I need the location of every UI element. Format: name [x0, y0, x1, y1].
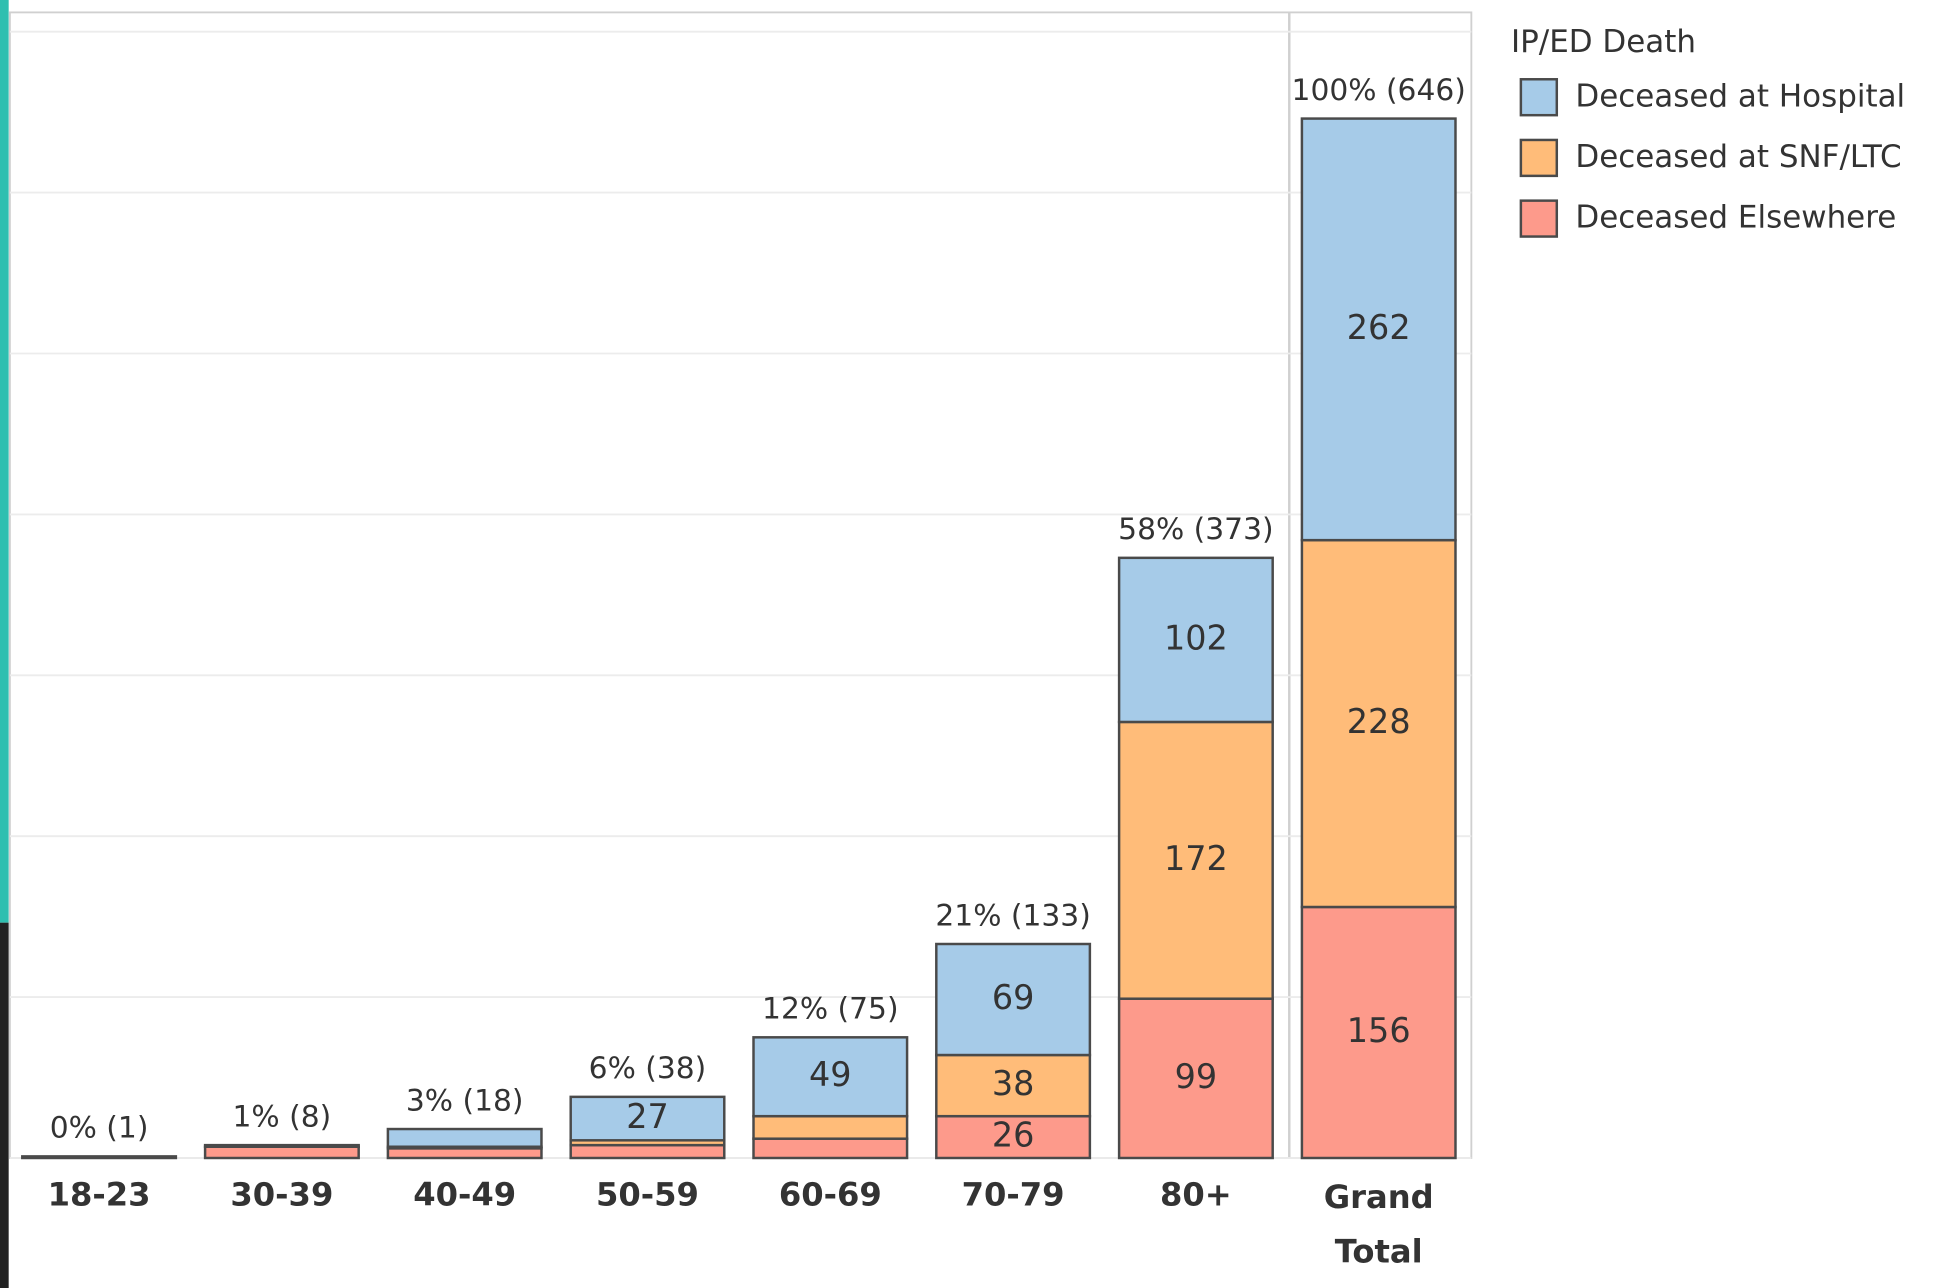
data-label: 262: [1347, 308, 1411, 347]
legend-swatch: [1519, 138, 1559, 178]
bar-segment: [752, 1036, 909, 1118]
x-tick-label: 30-39: [230, 1175, 333, 1213]
x-tick-label: 70-79: [962, 1175, 1065, 1213]
bar-segment: [752, 1114, 909, 1140]
bar-segment: [1117, 556, 1274, 724]
x-tick-label: 18-23: [48, 1175, 151, 1213]
x-tick-label: 80+: [1160, 1175, 1232, 1213]
data-label: 26: [992, 1116, 1035, 1155]
x-tick-label: 40-49: [413, 1175, 516, 1213]
x-tick-label: Grand Total: [1324, 1178, 1434, 1270]
legend-label: Deceased Elsewhere: [1575, 200, 1896, 236]
legend-swatch: [1519, 78, 1559, 117]
x-tick-label: 50-59: [596, 1175, 699, 1213]
legend-swatch: [1519, 199, 1559, 238]
x-tick-label: 60-69: [779, 1175, 882, 1213]
data-label: 49: [809, 1055, 852, 1094]
data-label: 27: [626, 1097, 669, 1136]
bar-segment: [569, 1143, 726, 1160]
bar-segment: [1300, 538, 1457, 909]
bar-segment: [1300, 905, 1457, 1160]
data-label: 172: [1164, 839, 1228, 878]
total-label: 3% (18): [406, 1083, 524, 1118]
total-label: 1% (8): [233, 1099, 332, 1134]
data-label: 102: [1164, 618, 1228, 657]
bar-segment: [386, 1127, 543, 1148]
data-label: 228: [1347, 702, 1411, 741]
bar-segment: [386, 1147, 543, 1160]
legend-label: Deceased at SNF/LTC: [1575, 139, 1901, 175]
total-label: 58% (373): [1118, 512, 1273, 547]
data-label: 69: [992, 978, 1035, 1017]
left-accent: [0, 0, 9, 923]
bar-segment: [1117, 997, 1274, 1160]
total-label: 21% (133): [935, 898, 1090, 933]
bar-segment: [935, 942, 1092, 1057]
legend-label: Deceased at Hospital: [1575, 78, 1905, 114]
total-label: 12% (75): [762, 992, 899, 1027]
bar-segment: [21, 1155, 178, 1160]
bar-segment: [203, 1143, 360, 1148]
bar-segment: [569, 1095, 726, 1142]
legend-title: IP/ED Death: [1511, 24, 1696, 60]
bar-segment: [203, 1145, 360, 1160]
bar-segment: [1300, 117, 1457, 542]
bar-segment: [1117, 720, 1274, 1000]
data-label: 38: [992, 1064, 1035, 1103]
bar-segment: [752, 1137, 909, 1160]
data-label: 99: [1175, 1057, 1218, 1096]
total-label: 0% (1): [50, 1111, 149, 1146]
total-label: 6% (38): [589, 1051, 707, 1086]
left-accent-dark: [0, 922, 9, 1288]
total-label: 100% (646): [1292, 73, 1466, 108]
data-label: 156: [1347, 1011, 1411, 1050]
